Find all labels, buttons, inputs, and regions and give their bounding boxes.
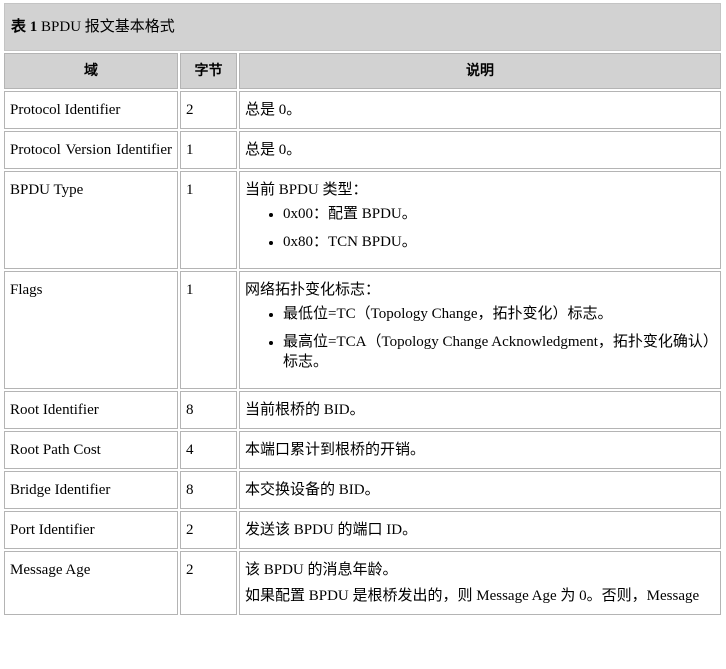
caption-label: 表 1 xyxy=(11,19,38,35)
table-row: Root Path Cost 4 本端口累计到根桥的开销。 xyxy=(4,431,721,469)
field-cell: Protocol Version Identifier xyxy=(4,131,178,169)
bytes-cell: 8 xyxy=(180,391,237,429)
bytes-cell: 1 xyxy=(180,131,237,169)
table-row: Message Age 2 该 BPDU 的消息年龄。 如果配置 BPDU 是根桥发出… xyxy=(4,551,721,615)
bullet-item: 0x80：TCN BPDU。 xyxy=(283,232,715,252)
description-text-2: 如果配置 BPDU 是根桥发出的，则 Message Age 为 0。否则，Me… xyxy=(245,588,700,604)
bytes-cell: 8 xyxy=(180,471,237,509)
description-cell: 该 BPDU 的消息年龄。如果配置 BPDU 是根桥发出的，则 Message … xyxy=(239,551,721,615)
table-row: Root Identifier 8 当前根桥的 BID。 xyxy=(4,391,721,429)
description-cell: 总是 0。 xyxy=(239,131,721,169)
bullet-item: 0x00：配置 BPDU。 xyxy=(283,204,715,224)
field-cell: BPDU Type xyxy=(4,171,178,269)
description-cell: 发送该 BPDU 的端口 ID。 xyxy=(239,511,721,549)
description-cell: 本交换设备的 BID。 xyxy=(239,471,721,509)
description-text: 当前根桥的 BID。 xyxy=(245,402,365,418)
field-cell: Port Identifier xyxy=(4,511,178,549)
field-cell: Message Age xyxy=(4,551,178,615)
field-cell: Root Identifier xyxy=(4,391,178,429)
field-cell: Protocol Identifier xyxy=(4,91,178,129)
description-text: 总是 0。 xyxy=(245,102,302,118)
bytes-cell: 2 xyxy=(180,91,237,129)
description-cell: 当前根桥的 BID。 xyxy=(239,391,721,429)
bullet-list: 最低位=TC（Topology Change，拓扑变化）标志。最高位=TCA（T… xyxy=(245,304,715,372)
bullet-list: 0x00：配置 BPDU。 0x80：TCN BPDU。 xyxy=(245,204,715,252)
description-cell: 网络拓扑变化标志： 最低位=TC（Topology Change，拓扑变化）标志。… xyxy=(239,271,721,389)
bpdu-format-table: 表 1 BPDU 报文基本格式 域 字节 说明 Protocol Identif… xyxy=(2,1,723,617)
table-caption: 表 1 BPDU 报文基本格式 xyxy=(4,3,721,51)
description-cell: 当前 BPDU 类型： 0x00：配置 BPDU。 0x80：TCN BPDU。 xyxy=(239,171,721,269)
header-row: 域 字节 说明 xyxy=(4,53,721,89)
bytes-cell: 2 xyxy=(180,551,237,615)
description-text: 本端口累计到根桥的开销。 xyxy=(245,442,426,458)
bytes-cell: 2 xyxy=(180,511,237,549)
bullet-item: 最低位=TC（Topology Change，拓扑变化）标志。 xyxy=(283,304,715,324)
header-field: 域 xyxy=(4,53,178,89)
field-cell: Flags xyxy=(4,271,178,389)
table-row: Bridge Identifier 8 本交换设备的 BID。 xyxy=(4,471,721,509)
header-bytes: 字节 xyxy=(180,53,237,89)
table-row: Protocol Version Identifier 1 总是 0。 xyxy=(4,131,721,169)
bullet-item: 最高位=TCA（Topology Change Acknowledgment，拓… xyxy=(283,332,715,372)
description-cell: 本端口累计到根桥的开销。 xyxy=(239,431,721,469)
description-text: 当前 BPDU 类型： xyxy=(245,182,368,198)
description-text: 该 BPDU 的消息年龄。 xyxy=(245,562,398,578)
table-row: Protocol Identifier 2 总是 0。 xyxy=(4,91,721,129)
description-text: 本交换设备的 BID。 xyxy=(245,482,380,498)
description-cell: 总是 0。 xyxy=(239,91,721,129)
bytes-cell: 1 xyxy=(180,271,237,389)
bytes-cell: 1 xyxy=(180,171,237,269)
field-cell: Bridge Identifier xyxy=(4,471,178,509)
table-row: Port Identifier 2 发送该 BPDU 的端口 ID。 xyxy=(4,511,721,549)
field-cell: Root Path Cost xyxy=(4,431,178,469)
description-text: 发送该 BPDU 的端口 ID。 xyxy=(245,522,418,538)
caption-title: BPDU 报文基本格式 xyxy=(41,19,175,35)
header-description: 说明 xyxy=(239,53,721,89)
description-text: 总是 0。 xyxy=(245,142,302,158)
description-text: 网络拓扑变化标志： xyxy=(245,282,381,298)
bytes-cell: 4 xyxy=(180,431,237,469)
